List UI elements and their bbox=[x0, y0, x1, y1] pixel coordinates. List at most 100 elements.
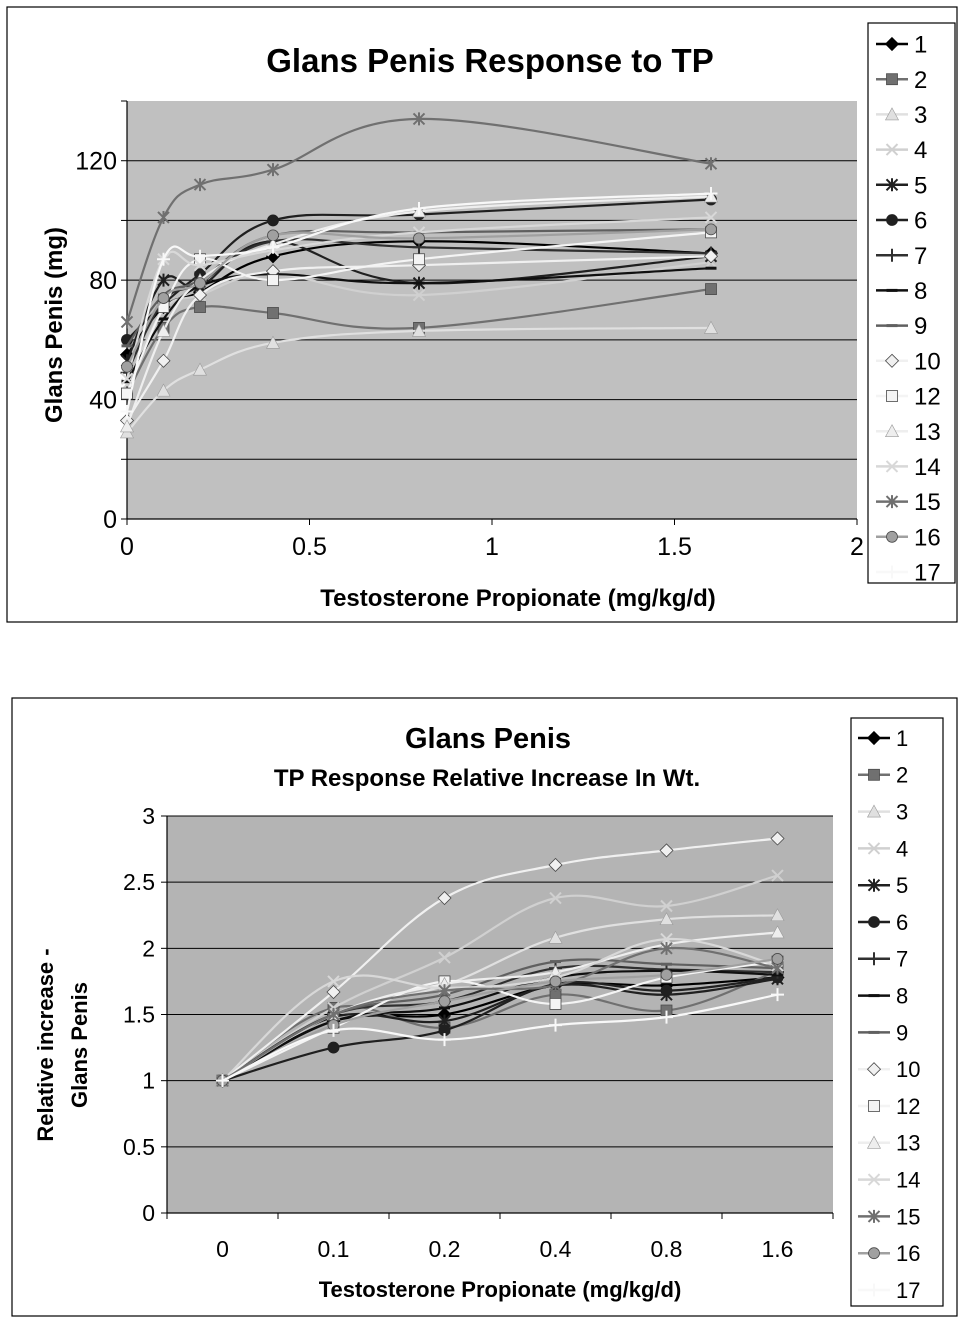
chart-2-x-axis-label: Testosterone Propionate (mg/kg/d) bbox=[319, 1277, 682, 1302]
c2-legend-label-7: 7 bbox=[896, 947, 908, 972]
c1-legend-label-17: 17 bbox=[914, 560, 941, 587]
c1-legend-label-2: 2 bbox=[914, 67, 927, 94]
c2-point-16 bbox=[438, 995, 451, 1008]
c1-point-3 bbox=[192, 362, 208, 376]
c2-legend-marker-10 bbox=[866, 1062, 882, 1077]
c2-legend-marker-15 bbox=[867, 1209, 881, 1223]
c2-legend-item-17: 17 bbox=[858, 1278, 920, 1303]
c2-point-4 bbox=[549, 891, 562, 905]
c2-y-tick-label: 0 bbox=[142, 1200, 155, 1226]
c1-x-tick-label: 1.5 bbox=[657, 533, 692, 561]
c1-legend-item-4: 4 bbox=[876, 137, 927, 164]
c1-legend-marker-15 bbox=[885, 495, 899, 509]
c1-series-3 bbox=[119, 320, 719, 439]
c2-y-tick-label: 3 bbox=[142, 803, 155, 829]
c1-point-14 bbox=[193, 259, 207, 272]
c1-legend-item-15: 15 bbox=[876, 489, 941, 516]
c1-legend-item-17: 17 bbox=[876, 560, 941, 587]
chart-1-x-axis-label: Testosterone Propionate (mg/kg/d) bbox=[320, 585, 716, 612]
c2-legend-item-1: 1 bbox=[858, 726, 908, 751]
c1-point-17 bbox=[193, 249, 207, 263]
c2-legend-marker-1 bbox=[866, 730, 882, 746]
c1-point-3 bbox=[703, 320, 719, 334]
c1-legend-marker-14 bbox=[885, 460, 899, 473]
c2-series-line-17 bbox=[222, 993, 778, 1082]
c2-legend-label-17: 17 bbox=[896, 1278, 920, 1303]
c2-point-15 bbox=[438, 984, 451, 998]
c1-legend-label-1: 1 bbox=[914, 32, 927, 59]
c2-point-17 bbox=[549, 1018, 562, 1032]
c2-point-10 bbox=[659, 843, 674, 858]
c2-series-line-4 bbox=[221, 874, 778, 1082]
c1-point-2 bbox=[194, 301, 206, 313]
c2-x-tick-label: 0.8 bbox=[651, 1236, 683, 1262]
c1-legend-marker-16 bbox=[886, 530, 898, 543]
c1-y-tick-label: 40 bbox=[89, 387, 117, 415]
c2-series-10 bbox=[215, 831, 785, 1088]
c1-point-17 bbox=[412, 201, 426, 215]
c1-legend-label-9: 9 bbox=[914, 313, 927, 340]
c2-point-16 bbox=[660, 968, 673, 981]
c2-legend-label-10: 10 bbox=[896, 1057, 920, 1082]
c1-legend-item-13: 13 bbox=[876, 419, 941, 446]
c2-legend-item-15: 15 bbox=[858, 1204, 920, 1229]
c1-point-5 bbox=[157, 273, 170, 287]
c2-point-4 bbox=[660, 899, 673, 913]
c2-legend-label-6: 6 bbox=[896, 910, 908, 935]
c1-point-12 bbox=[267, 274, 279, 287]
c2-y-tick-label: 1.5 bbox=[123, 1002, 155, 1028]
c2-x-tick-label: 1.6 bbox=[762, 1236, 794, 1262]
chart-1-legend-box bbox=[867, 22, 956, 584]
c2-point-6 bbox=[660, 984, 673, 997]
c2-point-10 bbox=[437, 890, 452, 906]
c1-point-16 bbox=[267, 229, 279, 242]
c1-legend-item-5: 5 bbox=[876, 172, 927, 199]
chart-1-plot-area bbox=[127, 101, 857, 519]
c2-legend-label-14: 14 bbox=[896, 1168, 920, 1193]
c1-point-3 bbox=[411, 323, 427, 337]
c2-point-15 bbox=[660, 941, 673, 955]
c1-point-15 bbox=[412, 112, 426, 126]
c2-legend-item-6: 6 bbox=[858, 910, 908, 935]
c1-legend-label-13: 13 bbox=[914, 419, 941, 446]
c2-point-16 bbox=[549, 975, 562, 988]
c1-legend-item-2: 2 bbox=[876, 67, 927, 94]
c2-point-3 bbox=[659, 912, 674, 926]
c2-point-3 bbox=[548, 930, 563, 944]
c2-legend-marker-14 bbox=[867, 1173, 881, 1186]
c2-series-line-15 bbox=[221, 946, 778, 1082]
c1-point-17 bbox=[120, 405, 134, 419]
c2-series-15 bbox=[216, 941, 784, 1088]
c1-point-15 bbox=[157, 210, 170, 224]
c1-point-3 bbox=[156, 383, 171, 397]
c2-point-13 bbox=[770, 925, 785, 939]
c1-point-10 bbox=[703, 249, 719, 264]
c2-x-tick-label: 0.4 bbox=[540, 1236, 572, 1262]
c1-legend-item-7: 7 bbox=[876, 243, 927, 270]
chart-2-subtitle: TP Response Relative Increase In Wt. bbox=[274, 765, 700, 792]
c2-series-line-8 bbox=[221, 969, 778, 1082]
c1-legend-marker-10 bbox=[884, 353, 900, 368]
chart-2-tick-labels: 0 0.5 1 1.5 2 2.5 3 0 0.1 0.2 0.4 0.8 1.6 bbox=[123, 803, 793, 1262]
c1-legend-label-4: 4 bbox=[914, 137, 927, 164]
c1-legend-marker-2 bbox=[886, 73, 898, 86]
c2-legend-item-3: 3 bbox=[858, 800, 908, 825]
c2-series-line-10 bbox=[221, 837, 778, 1082]
c1-point-15 bbox=[266, 163, 280, 177]
c1-series-15 bbox=[120, 112, 718, 329]
c2-legend-item-2: 2 bbox=[858, 763, 908, 788]
c2-legend-label-9: 9 bbox=[896, 1020, 908, 1045]
c1-point-12 bbox=[121, 387, 133, 400]
c2-point-10 bbox=[770, 831, 785, 846]
c2-legend-label-13: 13 bbox=[896, 1131, 920, 1156]
c1-legend-marker-17 bbox=[885, 565, 899, 579]
c2-point-12 bbox=[549, 998, 562, 1010]
c2-point-16 bbox=[771, 953, 784, 965]
c2-legend-label-2: 2 bbox=[896, 763, 908, 788]
c1-legend-label-15: 15 bbox=[914, 489, 941, 516]
c1-point-15 bbox=[193, 178, 207, 192]
c1-legend-label-7: 7 bbox=[914, 243, 927, 270]
c2-legend-label-3: 3 bbox=[896, 800, 908, 825]
c2-y-tick-label: 0.5 bbox=[123, 1134, 155, 1160]
